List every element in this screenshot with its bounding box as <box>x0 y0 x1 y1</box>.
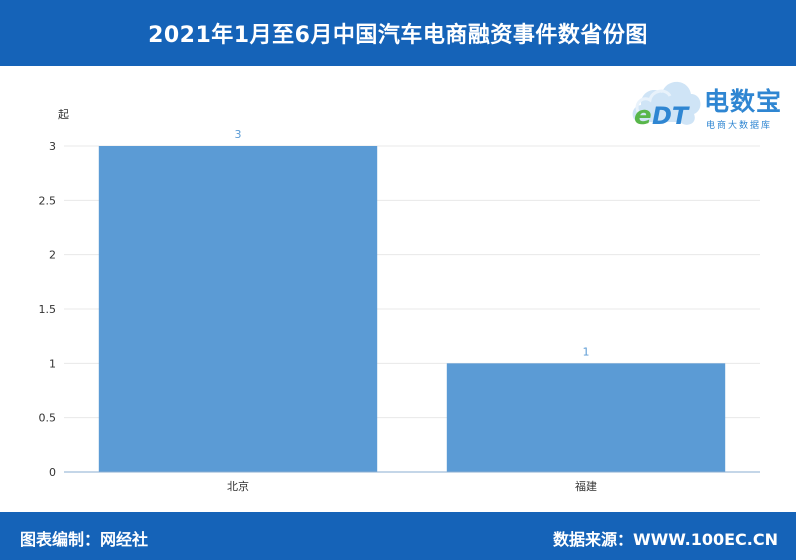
bar-1 <box>446 363 726 472</box>
footer-bar: 图表编制：网经社 数据来源：WWW.100EC.CN <box>0 512 796 560</box>
chart-title: 2021年1月至6月中国汽车电商融资事件数省份图 <box>148 23 648 48</box>
x-category-labels: 北京 福建 <box>227 479 597 493</box>
x-category-label: 福建 <box>575 479 597 493</box>
bars <box>98 146 726 472</box>
y-tick-label: 3 <box>49 140 56 153</box>
y-tick-label: 2.5 <box>39 194 57 207</box>
footer-credit: 图表编制：网经社 <box>20 530 149 549</box>
y-tick-label: 0 <box>49 466 56 479</box>
bar-chart: 00.511.522.53 北京 福建 31 起 <box>39 108 760 493</box>
y-tick-label: 2 <box>49 249 56 262</box>
title-bar: 2021年1月至6月中国汽车电商融资事件数省份图 <box>0 0 796 66</box>
data-label: 3 <box>235 128 242 141</box>
y-axis-unit-label: 起 <box>58 108 69 121</box>
data-labels: 31 <box>235 128 590 358</box>
logo-brand-text: 电数宝 <box>704 87 783 116</box>
y-tick-label: 1.5 <box>39 303 57 316</box>
footer-source: 数据来源：WWW.100EC.CN <box>552 530 778 549</box>
data-label: 1 <box>583 345 590 358</box>
y-tick-label: 1 <box>49 357 56 370</box>
edt-logo: e DT 电数宝 电商大数据库 <box>628 70 794 134</box>
svg-text:e: e <box>634 101 652 131</box>
cloud-logo-icon: e DT <box>632 81 701 131</box>
logo-subtitle: 电商大数据库 <box>706 121 773 131</box>
y-tick-labels: 0 0.5 1 1.5 2 2.5 3 <box>39 140 57 479</box>
svg-text:DT: DT <box>652 102 690 130</box>
y-tick-label: 0.5 <box>39 412 57 425</box>
x-category-label: 北京 <box>227 479 249 493</box>
bar-0 <box>98 146 378 472</box>
